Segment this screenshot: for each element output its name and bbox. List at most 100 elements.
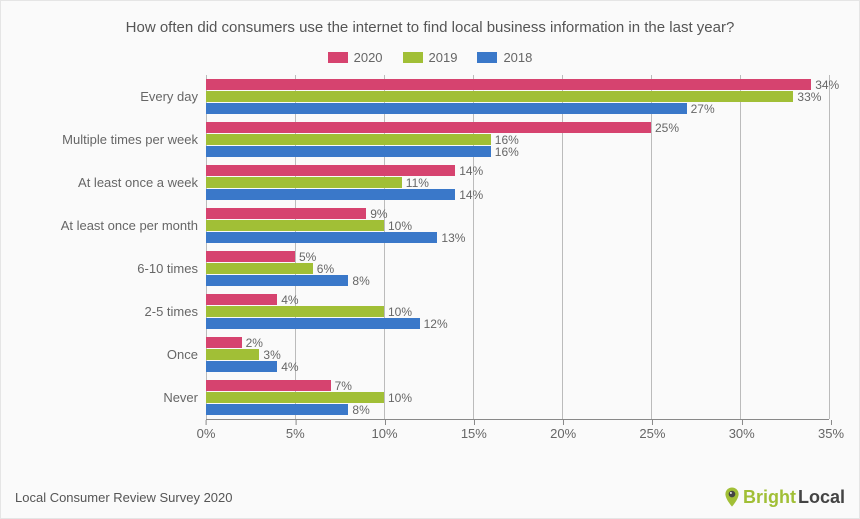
x-tick: 30% [729, 426, 755, 441]
bar-value-label: 2% [246, 336, 263, 350]
bar-row: 14% [206, 189, 829, 200]
bar-value-label: 25% [655, 121, 679, 135]
y-axis-labels: Every dayMultiple times per weekAt least… [31, 75, 206, 420]
legend-item: 2019 [403, 50, 458, 65]
bar-row: 7% [206, 380, 829, 391]
bar-group: 14%11%14% [206, 161, 829, 204]
y-label: 6-10 times [31, 247, 206, 290]
bar-row: 10% [206, 306, 829, 317]
bar-row: 4% [206, 361, 829, 372]
x-tick: 25% [639, 426, 665, 441]
bar-value-label: 7% [335, 379, 352, 393]
bar-value-label: 8% [352, 274, 369, 288]
plot-area: Every dayMultiple times per weekAt least… [31, 75, 829, 420]
bar: 10% [206, 392, 384, 403]
bar-row: 9% [206, 208, 829, 219]
y-label: At least once a week [31, 161, 206, 204]
bar-row: 25% [206, 122, 829, 133]
bar-value-label: 8% [352, 403, 369, 417]
bar: 5% [206, 251, 295, 262]
bar: 34% [206, 79, 811, 90]
bar-value-label: 16% [495, 145, 519, 159]
chart-container: How often did consumers use the internet… [1, 1, 859, 456]
bar-row: 2% [206, 337, 829, 348]
bar-row: 13% [206, 232, 829, 243]
bar-value-label: 12% [424, 317, 448, 331]
legend-label: 2018 [503, 50, 532, 65]
bar: 10% [206, 220, 384, 231]
bars-area: 34%33%27%25%16%16%14%11%14%9%10%13%5%6%8… [206, 75, 829, 420]
bar-value-label: 3% [263, 348, 280, 362]
legend: 2020 2019 2018 [31, 50, 829, 65]
bar-row: 12% [206, 318, 829, 329]
x-tick: 20% [550, 426, 576, 441]
bar-group: 25%16%16% [206, 118, 829, 161]
bar: 11% [206, 177, 402, 188]
bar: 4% [206, 294, 277, 305]
bar-row: 4% [206, 294, 829, 305]
bar: 3% [206, 349, 259, 360]
bar: 2% [206, 337, 242, 348]
bar: 8% [206, 275, 348, 286]
bar-value-label: 4% [281, 360, 298, 374]
bar-row: 16% [206, 134, 829, 145]
legend-label: 2020 [354, 50, 383, 65]
bar-value-label: 33% [797, 90, 821, 104]
y-label: Multiple times per week [31, 118, 206, 161]
brand-pin-icon [723, 486, 741, 508]
bar-value-label: 9% [370, 207, 387, 221]
bar-row: 14% [206, 165, 829, 176]
legend-swatch [403, 52, 423, 63]
bar-row: 34% [206, 79, 829, 90]
bar-row: 3% [206, 349, 829, 360]
bar: 14% [206, 189, 455, 200]
bar-value-label: 14% [459, 164, 483, 178]
footer: Local Consumer Review Survey 2020 Bright… [15, 486, 845, 508]
bar-value-label: 10% [388, 391, 412, 405]
bar-row: 11% [206, 177, 829, 188]
bar: 27% [206, 103, 687, 114]
bar: 13% [206, 232, 437, 243]
brand-text-bright: Bright [743, 487, 796, 508]
bar-value-label: 10% [388, 219, 412, 233]
bar-row: 8% [206, 275, 829, 286]
bar-value-label: 13% [441, 231, 465, 245]
bar: 25% [206, 122, 651, 133]
x-axis: 0%5%10%15%20%25%30%35% [206, 420, 829, 446]
bar-value-label: 14% [459, 188, 483, 202]
bar: 6% [206, 263, 313, 274]
bar: 16% [206, 146, 491, 157]
bar: 14% [206, 165, 455, 176]
y-label: 2-5 times [31, 290, 206, 333]
legend-item: 2018 [477, 50, 532, 65]
bar-row: 16% [206, 146, 829, 157]
bar-value-label: 5% [299, 250, 316, 264]
bar-row: 5% [206, 251, 829, 262]
bar-group: 2%3%4% [206, 333, 829, 376]
legend-swatch [477, 52, 497, 63]
bar: 12% [206, 318, 420, 329]
x-tick: 10% [372, 426, 398, 441]
brand-logo: BrightLocal [723, 486, 845, 508]
x-tick: 5% [286, 426, 305, 441]
bar-row: 8% [206, 404, 829, 415]
grid-line [829, 75, 830, 419]
bar-row: 6% [206, 263, 829, 274]
bar: 10% [206, 306, 384, 317]
bar-group: 34%33% 27% [206, 75, 829, 118]
legend-swatch [328, 52, 348, 63]
bar-value-label: 6% [317, 262, 334, 276]
bar-row: 10% [206, 220, 829, 231]
bar: 4% [206, 361, 277, 372]
bar-row: 33% [206, 91, 829, 102]
legend-item: 2020 [328, 50, 383, 65]
bar-value-label: 4% [281, 293, 298, 307]
bar-value-label: 27% [691, 102, 715, 116]
bar: 9% [206, 208, 366, 219]
bar-group: 5%6%8% [206, 247, 829, 290]
y-label: Every day [31, 75, 206, 118]
bar-groups: 34%33%27%25%16%16%14%11%14%9%10%13%5%6%8… [206, 75, 829, 419]
x-tick: 0% [197, 426, 216, 441]
bar: 8% [206, 404, 348, 415]
bar-row: 27% [206, 103, 829, 114]
